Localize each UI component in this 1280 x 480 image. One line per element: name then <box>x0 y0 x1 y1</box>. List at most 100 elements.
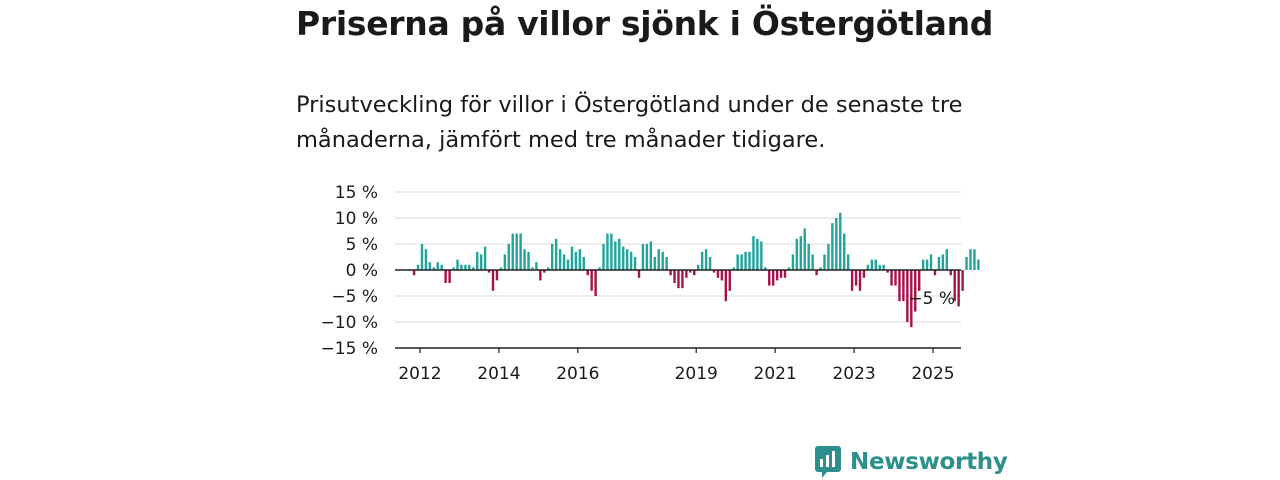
bar <box>629 251 633 270</box>
x-tick-label: 2012 <box>398 364 441 384</box>
bar-chart: 15 % 10 % 5 % 0 % −5 % −10 % −15 % 2012 2014 2016… <box>321 183 980 384</box>
bar <box>637 270 641 278</box>
chart-subtitle: Prisutveckling för villor i Östergötland… <box>296 92 963 153</box>
bar <box>973 249 976 270</box>
bar <box>906 270 909 322</box>
x-tick-label: 2016 <box>556 364 599 384</box>
bar <box>566 259 570 270</box>
bar <box>614 241 617 270</box>
bar <box>436 262 439 270</box>
y-tick-label: 10 % <box>335 209 378 229</box>
bar <box>491 270 495 291</box>
bar <box>716 270 720 278</box>
bar <box>527 251 530 270</box>
y-tick-label: −5 % <box>331 287 378 307</box>
bar <box>823 254 826 270</box>
bar <box>882 264 885 270</box>
bar <box>949 270 952 276</box>
bar <box>799 236 802 270</box>
bar <box>622 246 625 270</box>
bar <box>732 267 735 270</box>
bar <box>929 254 933 270</box>
bar <box>700 251 704 270</box>
bar <box>803 228 806 270</box>
bar <box>669 270 672 276</box>
bar <box>835 218 838 270</box>
bar <box>515 233 518 270</box>
bar <box>543 270 546 273</box>
bar <box>768 270 771 286</box>
y-tick-label: 5 % <box>346 235 378 255</box>
bar <box>681 270 684 289</box>
bar <box>610 233 613 270</box>
bar <box>977 259 980 270</box>
bars <box>412 212 980 328</box>
bar <box>633 257 637 270</box>
bar <box>444 270 447 283</box>
bar <box>519 233 522 270</box>
bar <box>586 270 589 276</box>
bar <box>693 270 696 276</box>
bar <box>712 270 716 273</box>
bar <box>673 270 676 283</box>
bar <box>641 244 645 270</box>
bar <box>412 270 416 276</box>
bar <box>870 259 874 270</box>
bar <box>886 270 889 273</box>
bar <box>894 270 897 286</box>
bar <box>764 267 767 270</box>
bar <box>921 259 925 270</box>
bar <box>685 270 688 278</box>
bar <box>645 244 649 270</box>
x-tick-label: 2021 <box>754 364 797 384</box>
bar <box>697 264 700 270</box>
bar <box>917 270 921 291</box>
bar <box>890 270 893 286</box>
bar <box>811 254 814 270</box>
bar <box>606 233 609 270</box>
bar <box>432 267 436 270</box>
bar <box>428 262 432 270</box>
bar <box>902 270 905 302</box>
bar <box>479 254 483 270</box>
last-value-annotation: −5 % <box>908 289 955 309</box>
x-tick-label: 2019 <box>675 364 718 384</box>
bar <box>665 257 668 270</box>
y-tick-label: −10 % <box>321 313 378 333</box>
bar <box>547 267 550 270</box>
bar <box>819 267 822 270</box>
bar <box>914 270 917 312</box>
bar <box>507 244 510 270</box>
bar <box>535 262 538 270</box>
bar <box>850 270 854 291</box>
bar <box>740 254 743 270</box>
bar <box>594 270 597 296</box>
bar <box>910 270 913 328</box>
y-tick-label: 0 % <box>346 261 378 281</box>
bar <box>456 259 459 270</box>
bar <box>937 257 941 270</box>
bar <box>724 270 728 302</box>
labels: 15 % 10 % 5 % 0 % −5 % −10 % −15 % 2012 2014 2016… <box>321 183 955 384</box>
bar <box>452 267 455 270</box>
bar <box>839 212 842 270</box>
bar <box>831 223 834 270</box>
bar <box>661 251 664 270</box>
bar <box>539 270 542 281</box>
bar <box>578 249 582 270</box>
bar <box>945 249 949 270</box>
bar <box>487 270 491 273</box>
bar <box>807 244 810 270</box>
bar <box>969 249 972 270</box>
bar <box>795 238 799 270</box>
bar <box>531 267 534 270</box>
bar <box>756 238 759 270</box>
bar <box>843 233 846 270</box>
bar <box>720 270 724 281</box>
bar <box>941 254 945 270</box>
bar <box>787 267 791 270</box>
bar <box>499 267 503 270</box>
bar <box>440 264 443 270</box>
bar <box>503 254 507 270</box>
bar <box>744 251 747 270</box>
